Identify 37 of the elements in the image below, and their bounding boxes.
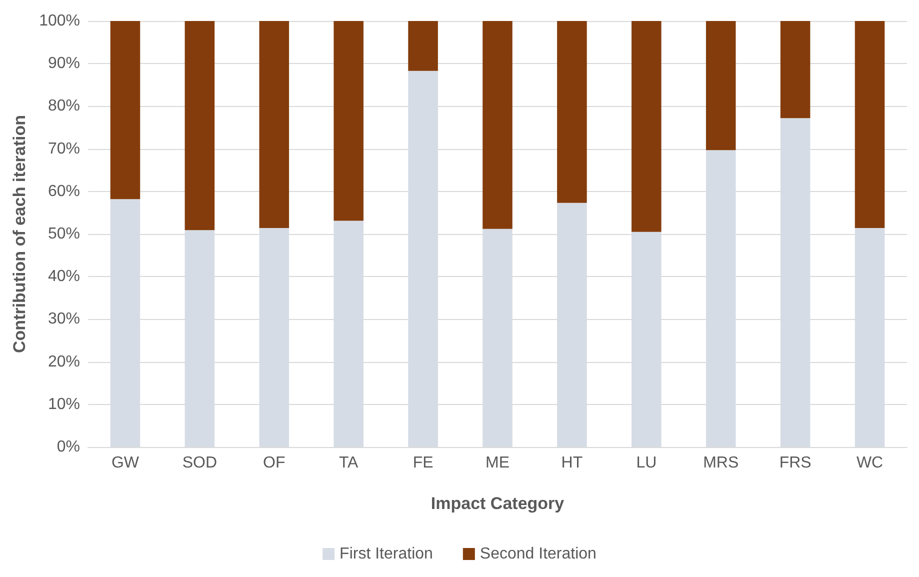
x-tick-label: GW xyxy=(111,454,140,472)
y-tick-label: 60% xyxy=(48,182,80,200)
y-tick-label: 0% xyxy=(56,438,80,456)
y-tick-label: 40% xyxy=(48,268,80,286)
y-tick-label: 90% xyxy=(48,55,80,72)
y-tick-label: 30% xyxy=(48,310,80,328)
y-tick-label: 80% xyxy=(48,98,80,115)
y-tick-label: 50% xyxy=(48,226,80,242)
x-tick-label: SOD xyxy=(182,454,218,472)
bar xyxy=(557,21,587,203)
bar xyxy=(334,21,364,221)
x-tick-label: FRS xyxy=(779,454,812,472)
x-tick-label: HT xyxy=(561,454,583,472)
x-axis-title: Impact Category xyxy=(430,494,565,513)
bar xyxy=(259,21,290,228)
bar xyxy=(482,21,512,229)
x-tick-label: MRS xyxy=(703,454,739,472)
bar xyxy=(110,21,140,200)
bar xyxy=(184,21,215,230)
x-tick-label: OF xyxy=(263,454,286,472)
bar xyxy=(854,21,885,228)
y-tick-label: 70% xyxy=(48,140,80,158)
bar xyxy=(632,21,662,232)
x-tick-label: ME xyxy=(486,454,510,472)
legend-label: Second Iteration xyxy=(480,546,596,562)
bar xyxy=(780,21,810,118)
x-tick-label: TA xyxy=(338,454,359,472)
y-axis-title: Contribution of each iteration xyxy=(10,115,30,353)
x-tick-label: FE xyxy=(412,454,434,472)
x-tick-label: WC xyxy=(856,454,884,472)
y-tick-label: 100% xyxy=(39,12,80,30)
bar xyxy=(706,21,736,150)
y-tick-label: 10% xyxy=(48,396,80,413)
legend-label: First Iteration xyxy=(340,546,433,562)
bar xyxy=(408,21,438,71)
y-tick-label: 20% xyxy=(48,353,80,370)
x-tick-label: LU xyxy=(636,454,657,472)
